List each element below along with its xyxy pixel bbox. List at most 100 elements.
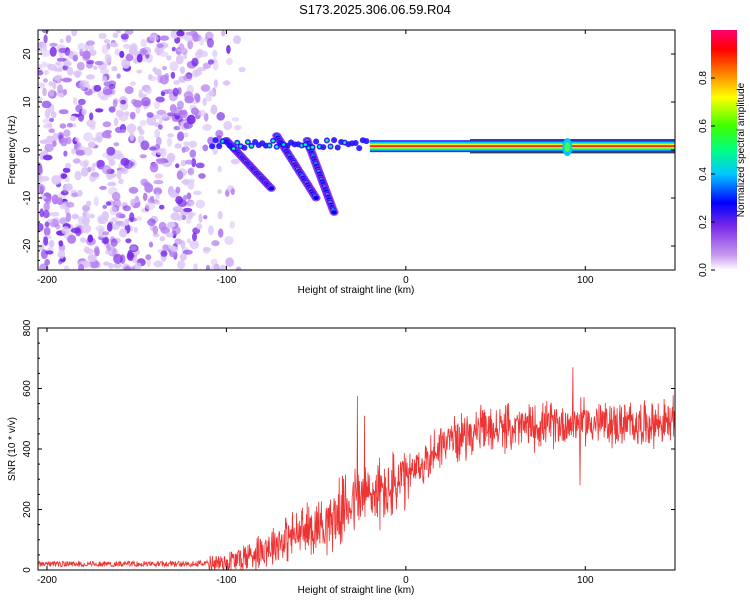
spectrogram-y-tick-label: 0 bbox=[22, 147, 33, 153]
heatmap-cell bbox=[61, 226, 70, 235]
heatmap-cell bbox=[110, 217, 118, 223]
heatmap-cell bbox=[202, 97, 207, 107]
heatmap-cell bbox=[331, 210, 337, 215]
heatmap-cell bbox=[71, 30, 78, 37]
heatmap-cell bbox=[149, 162, 159, 173]
heatmap-cell bbox=[115, 212, 123, 219]
heatmap-cell bbox=[154, 101, 160, 110]
heatmap-cell bbox=[164, 73, 169, 80]
heatmap-cell bbox=[202, 246, 210, 254]
heatmap-cell bbox=[207, 59, 215, 65]
heatmap-cell bbox=[126, 123, 137, 134]
heatmap-cell bbox=[119, 50, 125, 59]
heatmap-cell bbox=[170, 30, 179, 39]
heatmap-cell bbox=[64, 177, 70, 183]
heatmap-cell bbox=[232, 147, 236, 151]
spectrogram-x-tick-label: -100 bbox=[216, 275, 236, 286]
heatmap-cell bbox=[218, 228, 224, 238]
heatmap-cell bbox=[119, 128, 126, 134]
heatmap-cell bbox=[65, 183, 73, 191]
heatmap-cell bbox=[87, 234, 94, 243]
heatmap-cell bbox=[102, 204, 107, 209]
heatmap-cell bbox=[97, 230, 104, 238]
heatmap-cell bbox=[181, 147, 186, 154]
heatmap-cell bbox=[206, 38, 214, 48]
heatmap-cell bbox=[124, 265, 132, 270]
spectrogram-x-label: Height of straight line (km) bbox=[298, 285, 415, 296]
heatmap-cell bbox=[116, 73, 121, 79]
spectrogram-y-tick-label: -20 bbox=[22, 238, 33, 253]
heatmap-cell bbox=[185, 31, 191, 36]
heatmap-cell bbox=[113, 262, 122, 269]
heatmap-cell bbox=[71, 148, 76, 155]
heatmap-cell bbox=[233, 35, 242, 45]
heatmap-cell bbox=[172, 206, 183, 211]
heatmap-cell bbox=[188, 212, 196, 217]
heatmap-cell bbox=[188, 200, 195, 206]
heatmap-cell bbox=[211, 240, 220, 247]
heatmap-cell bbox=[469, 139, 675, 141]
heatmap-cell bbox=[95, 108, 104, 113]
heatmap-cell bbox=[134, 262, 142, 270]
heatmap-cell bbox=[313, 138, 320, 145]
heatmap-cell bbox=[182, 195, 188, 201]
heatmap-cell bbox=[160, 91, 166, 97]
heatmap-cell bbox=[161, 113, 169, 119]
heatmap-cell bbox=[176, 170, 183, 180]
heatmap-cell bbox=[86, 119, 96, 128]
heatmap-cell bbox=[91, 137, 102, 142]
heatmap-cell bbox=[121, 59, 131, 69]
heatmap-cell bbox=[194, 70, 202, 76]
heatmap-cell bbox=[72, 158, 81, 164]
heatmap-cell bbox=[230, 188, 235, 196]
snr-y-tick-label: 800 bbox=[22, 319, 33, 336]
heatmap-cell bbox=[64, 61, 72, 67]
heatmap-cell bbox=[190, 107, 199, 115]
heatmap-cell bbox=[267, 144, 272, 147]
heatmap-cell bbox=[212, 137, 219, 144]
heatmap-cell bbox=[49, 211, 60, 217]
heatmap-cell bbox=[97, 216, 105, 222]
snr-x-tick-label: 0 bbox=[403, 575, 409, 586]
heatmap-cell bbox=[63, 265, 70, 270]
heatmap-cell bbox=[85, 74, 95, 80]
heatmap-cell bbox=[173, 106, 183, 116]
heatmap-cell bbox=[142, 181, 151, 188]
snr-line bbox=[38, 367, 675, 570]
heatmap-cell bbox=[216, 112, 225, 121]
heatmap-cell bbox=[49, 239, 55, 248]
heatmap-cell bbox=[160, 250, 168, 257]
heatmap-cell bbox=[147, 218, 156, 226]
heatmap-cell bbox=[363, 138, 370, 145]
heatmap-cell bbox=[100, 95, 109, 101]
heatmap-cell bbox=[181, 179, 190, 185]
heatmap-cell bbox=[38, 82, 46, 89]
heatmap-cell bbox=[195, 162, 205, 169]
heatmap-cell bbox=[74, 137, 80, 142]
heatmap-cell bbox=[217, 211, 223, 220]
heatmap-cell bbox=[176, 214, 183, 221]
heatmap-cell bbox=[223, 138, 230, 145]
heatmap-cell bbox=[83, 132, 94, 142]
heatmap-cell bbox=[175, 163, 180, 169]
heatmap-cell bbox=[209, 143, 216, 150]
heatmap-cell bbox=[55, 61, 61, 66]
heatmap-cell bbox=[101, 165, 112, 175]
heatmap-cell bbox=[170, 71, 176, 79]
spectrogram-x-tick-label: 0 bbox=[403, 275, 409, 286]
heatmap-cell bbox=[42, 118, 49, 124]
heatmap-cell bbox=[86, 40, 95, 46]
heatmap-cell bbox=[158, 221, 167, 231]
snr-y-tick-label: 200 bbox=[22, 501, 33, 518]
heatmap-cell bbox=[148, 241, 154, 248]
heatmap-cell bbox=[173, 125, 181, 131]
heatmap-cell bbox=[105, 201, 112, 206]
heatmap-cell bbox=[78, 263, 85, 270]
heatmap-cell bbox=[106, 243, 111, 253]
heatmap-cell bbox=[93, 196, 99, 207]
heatmap-cell bbox=[63, 150, 68, 157]
heatmap-cell bbox=[186, 192, 192, 200]
colorbar-tick-label: 0.2 bbox=[698, 215, 709, 229]
snr-x-ticks: -200 -100 0 100 bbox=[37, 328, 594, 586]
heatmap-cell bbox=[150, 196, 155, 201]
